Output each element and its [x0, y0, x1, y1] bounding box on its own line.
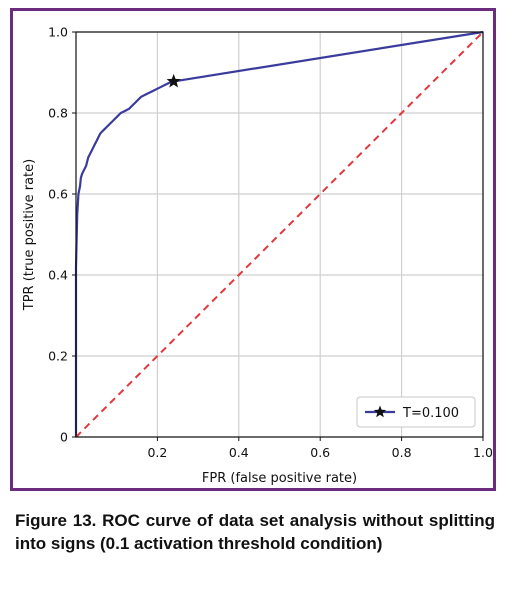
roc-chart: 0.2 0.4 0.6 0.8 1.0 0 0.2 0.4 0.6 0.8 1.0 FPR (fal…	[22, 25, 493, 487]
x-tick-label: 0.2	[147, 445, 167, 460]
y-tick-label: 0.4	[48, 268, 68, 283]
y-tick-label: 0.2	[48, 349, 68, 364]
legend-label: T=0.100	[402, 406, 459, 421]
chance-diagonal-line	[75, 31, 484, 438]
x-tick-label: 0.8	[392, 445, 412, 460]
x-tick-label: 1.0	[473, 445, 493, 460]
y-tick-label: 0.6	[48, 187, 68, 202]
roc-curve-line	[74, 30, 484, 437]
y-axis-label: TPR (true positive rate)	[22, 159, 37, 311]
x-tick-label: 0.4	[229, 445, 249, 460]
figure-caption: Figure 13. ROC curve of data set analysi…	[15, 511, 495, 553]
y-tick-label: 0.8	[48, 106, 68, 121]
legend: T=0.100	[356, 396, 476, 428]
threshold-star-marker	[166, 73, 181, 88]
axes	[72, 31, 484, 441]
series-layer	[74, 30, 484, 438]
plot-frame	[75, 31, 484, 438]
tick-labels: 0.2 0.4 0.6 0.8 1.0 0 0.2 0.4 0.6 0.8 1.0	[48, 25, 493, 461]
x-tick-label: 0.6	[310, 445, 330, 460]
legend-star-marker	[373, 405, 387, 418]
y-tick-label: 1.0	[48, 25, 68, 40]
legend-box	[356, 396, 476, 428]
x-axis-label: FPR (false positive rate)	[202, 471, 357, 486]
y-tick-label: 0	[60, 430, 68, 445]
